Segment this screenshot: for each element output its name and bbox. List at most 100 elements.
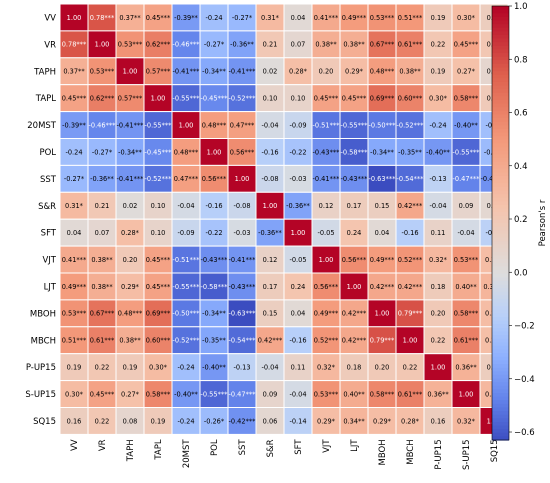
colorbar-segment <box>492 172 509 177</box>
cell-annotation: 0.21 <box>95 202 110 210</box>
colorbar-segment <box>492 78 509 83</box>
cell-annotation: 1.00 <box>459 390 474 398</box>
cell-annotation: 1.00 <box>67 14 82 22</box>
heatmap-cell <box>339 84 369 113</box>
cell-annotation: 0.38** <box>343 41 365 49</box>
cell-annotation: 0.29* <box>373 417 392 425</box>
colorbar-segment <box>492 34 509 40</box>
cell-annotation: 0.31* <box>261 14 280 22</box>
heatmap-cell <box>423 57 453 86</box>
cell-annotation: -0.43*** <box>313 148 341 156</box>
cell-annotation: 0.10 <box>151 202 166 210</box>
y-tick-label: VR <box>44 40 56 50</box>
heatmap-cell <box>199 84 229 113</box>
colorbar-segment <box>492 295 509 300</box>
heatmap-cell <box>255 272 285 301</box>
cell-annotation: 0.18 <box>431 283 446 291</box>
cell-annotation: 0.12 <box>263 256 278 264</box>
heatmap-cell <box>59 30 89 59</box>
cell-annotation: -0.40** <box>426 148 450 156</box>
cell-annotation: -0.63*** <box>369 175 397 183</box>
cell-annotation: 0.32* <box>429 256 448 264</box>
colorbar-segment <box>492 392 509 398</box>
x-tick-label: VV <box>70 439 80 451</box>
heatmap-cell <box>59 164 89 193</box>
heatmap-cell <box>143 191 173 220</box>
x-tick-label: POL <box>210 439 220 456</box>
colorbar-segment <box>492 309 509 315</box>
cell-annotation: 0.30* <box>65 390 84 398</box>
cell-annotation: 1.00 <box>319 256 334 264</box>
heatmap-cell <box>143 353 173 382</box>
colorbar-segment <box>492 204 509 210</box>
colorbar-segment <box>492 128 509 134</box>
colorbar-segment <box>492 226 509 231</box>
cell-annotation: 0.57*** <box>118 94 143 102</box>
cell-annotation: 0.07 <box>95 229 110 237</box>
cell-annotation: 0.48*** <box>370 68 395 76</box>
cell-annotation: 0.53*** <box>90 68 115 76</box>
cell-annotation: 0.78*** <box>90 14 115 22</box>
colorbar-segment <box>492 6 509 11</box>
cell-annotation: -0.04 <box>261 363 278 371</box>
colorbar-segment <box>492 425 509 430</box>
heatmap-cell <box>255 164 285 193</box>
colorbar-segment <box>492 371 509 376</box>
colorbar-segment <box>492 56 509 61</box>
cell-annotation: 0.09 <box>263 390 278 398</box>
heatmap-cell <box>395 380 425 409</box>
cell-annotation: 0.19 <box>431 14 446 22</box>
colorbar-segment <box>492 360 509 365</box>
heatmap-cell <box>395 353 425 382</box>
cell-annotation: 0.58*** <box>370 390 395 398</box>
heatmap-cell <box>87 407 117 435</box>
y-tick-label: MBCH <box>31 336 56 346</box>
cell-annotation: -0.39** <box>174 14 198 22</box>
heatmap-cell <box>87 380 117 409</box>
cell-annotation: 0.40** <box>343 390 365 398</box>
cell-annotation: -0.04 <box>177 202 194 210</box>
cell-annotation: 0.78*** <box>62 41 87 49</box>
cell-annotation: 0.62*** <box>146 41 171 49</box>
cell-annotation: -0.13 <box>233 363 250 371</box>
y-tick-label: TAPL <box>35 94 56 104</box>
cell-annotation: 0.45*** <box>90 390 115 398</box>
colorbar-segment <box>492 74 509 79</box>
cell-annotation: 0.45*** <box>146 14 171 22</box>
cell-annotation: -0.05 <box>317 229 334 237</box>
cell-annotation: 0.37** <box>63 68 85 76</box>
heatmap-cell <box>171 380 201 409</box>
heatmap-cell <box>395 299 425 328</box>
heatmap-cell <box>59 245 89 274</box>
heatmap-cell <box>115 245 145 274</box>
cell-annotation: 0.22 <box>403 363 418 371</box>
cell-annotation: 0.04 <box>375 229 390 237</box>
cell-annotation: 0.20 <box>123 256 138 264</box>
heatmap-cell <box>87 111 117 139</box>
heatmap-cell <box>171 111 201 139</box>
colorbar-segment <box>492 194 509 199</box>
cell-annotation: 0.24 <box>291 283 306 291</box>
heatmap-cell <box>171 84 201 113</box>
colorbar-segment <box>492 313 509 318</box>
heatmap-cell <box>227 164 257 193</box>
heatmap-cell <box>115 164 145 193</box>
x-tick-label: TAPH <box>126 439 136 462</box>
heatmap-cell <box>255 353 285 382</box>
heatmap-cell <box>451 138 481 166</box>
colorbar-segment <box>492 273 509 278</box>
cell-annotation: 0.79*** <box>370 337 395 345</box>
cell-annotation: 0.38** <box>119 337 141 345</box>
cell-annotation: -0.46*** <box>89 121 117 129</box>
cell-annotation: 0.41*** <box>314 14 339 22</box>
y-tick-label: VV <box>44 13 56 23</box>
cell-annotation: -0.40** <box>454 121 478 129</box>
cell-annotation: 0.37** <box>119 14 141 22</box>
cell-annotation: -0.45*** <box>145 148 173 156</box>
heatmap-cell <box>115 191 145 220</box>
cell-annotation: -0.41*** <box>229 68 257 76</box>
cell-annotation: -0.55*** <box>173 94 201 102</box>
cell-annotation: -0.46*** <box>173 41 201 49</box>
cell-annotation: 0.15 <box>263 310 278 318</box>
colorbar-segment <box>492 418 509 423</box>
